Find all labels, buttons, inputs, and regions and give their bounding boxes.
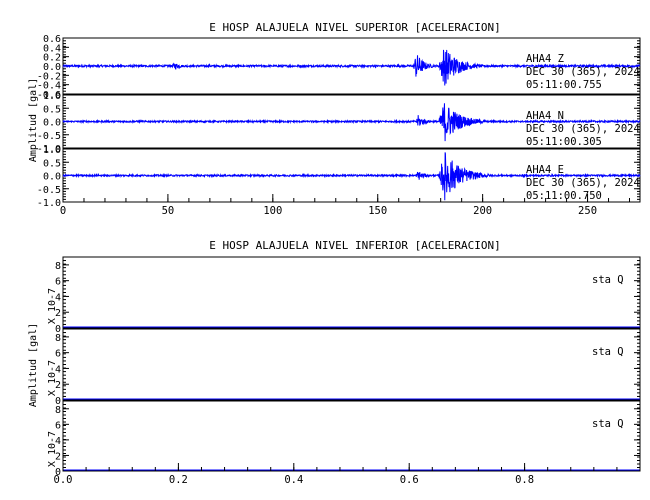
station-label: AHA4 Z	[526, 53, 564, 65]
station-label: DEC 30 (365), 2024	[526, 66, 640, 78]
y-tick-label: 8	[55, 333, 61, 344]
y-tick-label: -0.4	[37, 81, 61, 92]
x-tick-label: 100	[263, 205, 282, 217]
y-tick-label: 0.5	[43, 104, 61, 115]
x-tick-label: 50	[162, 205, 175, 217]
x-tick-label: 200	[473, 205, 492, 217]
y-tick-label: 0.0	[43, 118, 61, 129]
y-tick-label: 0	[55, 324, 61, 335]
y-tick-label: 6	[55, 349, 61, 360]
y-tick-label: -0.5	[37, 131, 61, 142]
trace-line	[62, 103, 641, 142]
station-label: AHA4 E	[526, 164, 564, 176]
y-tick-label: 4	[55, 436, 61, 447]
upper-chart-title: E HOSP ALAJUELA NIVEL SUPERIOR [ACELERAC…	[209, 21, 500, 34]
y-tick-label: 0.4	[43, 43, 61, 54]
station-label: 05:11:00.750	[526, 190, 602, 202]
y-tick-label: 2	[55, 380, 61, 391]
panel-1-0: 8 6 4 2 0 sta Q X 10-7	[47, 256, 641, 335]
y-tick-label: -1.0	[37, 144, 61, 155]
y-tick-label: 0.2	[43, 53, 61, 64]
y-tick-label: 1.0	[43, 91, 61, 102]
station-label: AHA4 N	[526, 110, 564, 122]
x-tick-label: 0	[60, 205, 66, 217]
x-tick-label: 0.4	[284, 474, 303, 486]
y-tick-label: -1.0	[37, 198, 61, 209]
station-label: sta Q	[592, 274, 624, 286]
x-tick-label: 0.8	[515, 474, 534, 486]
y-tick-label: -0.5	[37, 185, 61, 196]
lower-chart: 8 6 4 2 0 sta Q X 10-7 8 6 4 2 0 sta Q X 10-7 8 6 4 2 0 sta…	[47, 256, 641, 486]
x-tick-label: 250	[578, 205, 597, 217]
station-label: DEC 30 (365), 2024	[526, 123, 640, 135]
y-tick-label: 0.6	[43, 34, 61, 45]
panel-1-1: 8 6 4 2 0 sta Q X 10-7	[47, 328, 641, 407]
y-tick-label: 2	[55, 451, 61, 462]
station-label: sta Q	[592, 418, 624, 430]
station-label: 05:11:00.755	[526, 79, 602, 91]
trace-line	[62, 152, 641, 201]
y-tick-label: 0.0	[43, 172, 61, 183]
y-tick-label: 0.5	[43, 158, 61, 169]
trace-line	[62, 49, 641, 86]
scale-label: X 10-7	[47, 431, 58, 467]
station-label: 05:11:00.305	[526, 136, 602, 148]
x-tick-label: 0.0	[54, 474, 73, 486]
y-tick-label: 6	[55, 277, 61, 288]
y-tick-label: -0.2	[37, 71, 61, 82]
x-tick-label: 150	[368, 205, 387, 217]
panel-1-2: 8 6 4 2 0 sta Q X 10-7	[47, 400, 641, 478]
y-tick-label: 0	[55, 396, 61, 407]
scale-label: X 10-7	[47, 360, 58, 396]
y-tick-label: 4	[55, 364, 61, 375]
station-label: DEC 30 (365), 2024	[526, 177, 640, 189]
y-tick-label: 0	[55, 467, 61, 478]
y-tick-label: 8	[55, 405, 61, 416]
y-tick-label: 8	[55, 261, 61, 272]
station-label: sta Q	[592, 346, 624, 358]
lower-y-axis-label: Amplitud [gal]	[28, 323, 39, 407]
lower-chart-title: E HOSP ALAJUELA NIVEL INFERIOR [ACELERAC…	[209, 239, 500, 252]
x-tick-label: 0.6	[400, 474, 419, 486]
y-tick-label: 0.0	[43, 62, 61, 73]
scale-label: X 10-7	[47, 288, 58, 324]
y-tick-label: 6	[55, 420, 61, 431]
x-tick-label: 0.2	[169, 474, 188, 486]
y-tick-label: 4	[55, 292, 61, 303]
y-tick-label: 2	[55, 308, 61, 319]
y-tick-label: 1.0	[43, 145, 61, 156]
upper-y-axis-label: Amplitud [gal]	[28, 78, 39, 162]
y-tick-label: -0.6	[37, 90, 61, 101]
